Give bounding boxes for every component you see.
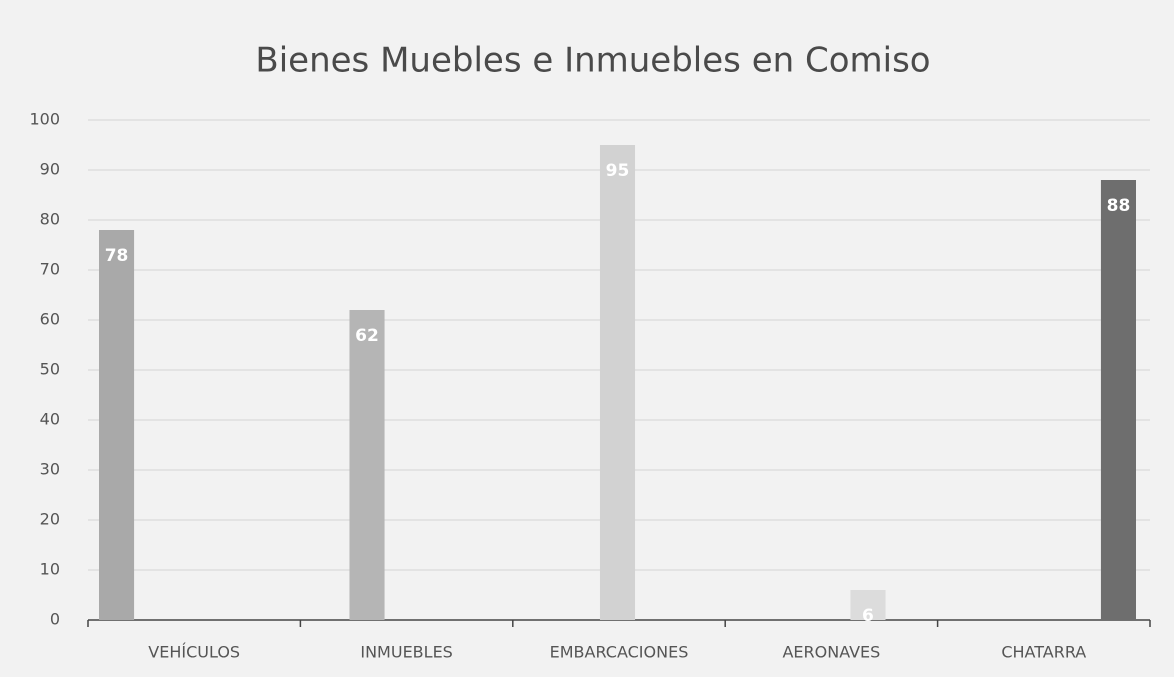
value-label: 6 xyxy=(862,606,874,626)
value-label: 78 xyxy=(105,246,129,266)
chart-title: Bienes Muebles e Inmuebles en Comiso xyxy=(255,41,930,81)
y-tick-label: 20 xyxy=(40,510,60,529)
y-tick-label: 90 xyxy=(40,160,60,179)
value-label: 88 xyxy=(1107,196,1131,216)
y-tick-label: 60 xyxy=(40,310,60,329)
bar xyxy=(99,230,135,620)
y-tick-label: 100 xyxy=(29,110,60,129)
x-tick-label: AERONAVES xyxy=(782,643,880,662)
y-tick-label: 70 xyxy=(40,260,60,279)
value-label: 62 xyxy=(355,326,379,346)
y-tick-label: 40 xyxy=(40,410,60,429)
bar xyxy=(1100,180,1136,620)
y-tick-label: 80 xyxy=(40,210,60,229)
bar xyxy=(850,590,886,620)
bar xyxy=(599,145,636,620)
y-tick-label: 30 xyxy=(40,460,60,479)
x-tick-label: VEHÍCULOS xyxy=(148,643,240,662)
x-tick-label: CHATARRA xyxy=(1001,643,1086,662)
y-tick-label: 0 xyxy=(50,610,60,629)
y-tick-label: 50 xyxy=(40,360,60,379)
x-tick-label: EMBARCACIONES xyxy=(550,643,689,662)
x-tick-label: INMUEBLES xyxy=(360,643,452,662)
y-tick-label: 10 xyxy=(40,560,60,579)
bar xyxy=(349,310,385,620)
value-label: 95 xyxy=(606,161,630,181)
